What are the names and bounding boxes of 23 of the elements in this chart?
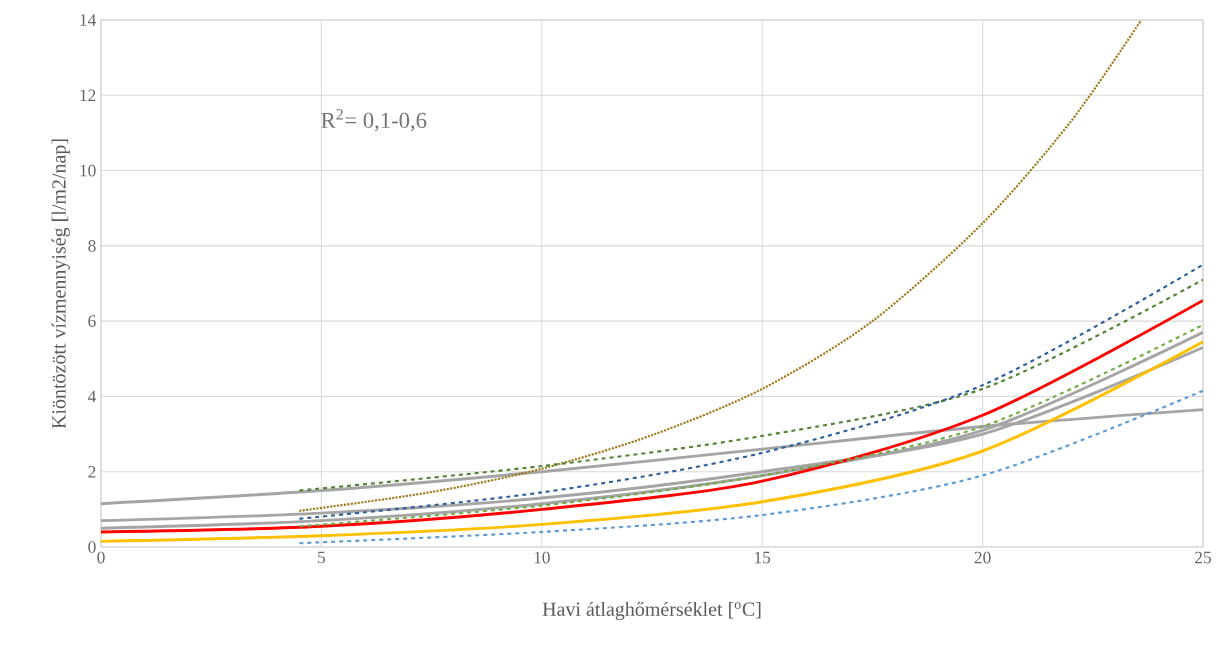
line-series: [298, 323, 1203, 528]
line-series: [298, 389, 1203, 545]
x-tick-label: 0: [97, 551, 105, 564]
x-tick-label: 25: [1195, 551, 1211, 564]
y-tick-label: 14: [80, 14, 97, 26]
y-tick-label: 8: [88, 240, 96, 252]
x-tick-label: 10: [534, 551, 550, 564]
y-axis-title: Kiöntözött vízmennyiség [l/m2/nap]: [51, 139, 70, 429]
y-tick-label: 4: [87, 390, 97, 403]
line-series: [298, 263, 1203, 520]
annotation: R$^{2}$= 0,1-0,6: [321, 108, 427, 132]
line-series: [298, 278, 1203, 492]
x-tick-label: 15: [755, 551, 771, 564]
y-tick-label: 10: [80, 164, 96, 177]
y-tick-label: 0: [88, 541, 96, 553]
line-series: [101, 298, 1203, 534]
line-series: [298, 20, 1143, 512]
y-tick-label: 12: [80, 89, 96, 102]
x-axis-title: Havi átlaghőmérséklet [$^{o}$C]: [542, 601, 761, 621]
x-tick-label: 20: [974, 551, 991, 564]
y-tick-label: 2: [88, 465, 96, 478]
y-tick-label: 6: [88, 315, 96, 327]
x-tick-label: 5: [318, 551, 326, 564]
